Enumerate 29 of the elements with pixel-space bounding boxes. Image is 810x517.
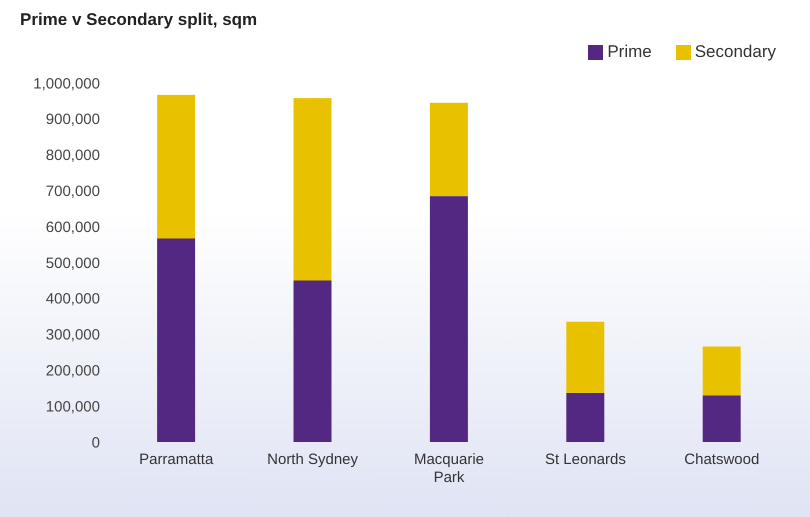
legend-label: Prime	[607, 42, 652, 61]
bar	[157, 94, 196, 238]
chart-title: Prime v Secondary split, sqm	[20, 10, 258, 30]
bar	[157, 238, 196, 442]
legend-label: Secondary	[694, 42, 776, 61]
bar	[430, 196, 468, 442]
x-tick-label: St Leonards	[544, 451, 626, 468]
y-tick-label: 500,000	[46, 254, 100, 272]
y-tick-label: 100,000	[46, 398, 100, 416]
y-tick-label: 400,000	[46, 290, 100, 308]
y-tick-label: 900,000	[46, 111, 100, 128]
y-tick-label: 700,000	[46, 183, 100, 200]
bar	[702, 395, 741, 442]
y-tick-label: 800,000	[46, 147, 100, 164]
x-tick-label: Parramatta	[139, 451, 214, 468]
bar	[430, 102, 468, 196]
x-tick-label: Macquarie Park	[414, 451, 484, 486]
bar	[566, 322, 604, 393]
x-tick-label: Chatswood	[684, 451, 760, 468]
bar	[294, 280, 332, 442]
y-tick-label: 200,000	[46, 362, 100, 380]
bar	[294, 98, 332, 280]
y-tick-label: 1,000,000	[33, 75, 100, 92]
y-tick-label: 0	[92, 434, 100, 452]
y-tick-label: 300,000	[46, 326, 100, 344]
bar	[566, 392, 604, 442]
x-tick-label: North Sydney	[267, 451, 359, 468]
y-tick-label: 600,000	[46, 218, 100, 236]
bar	[702, 346, 741, 396]
